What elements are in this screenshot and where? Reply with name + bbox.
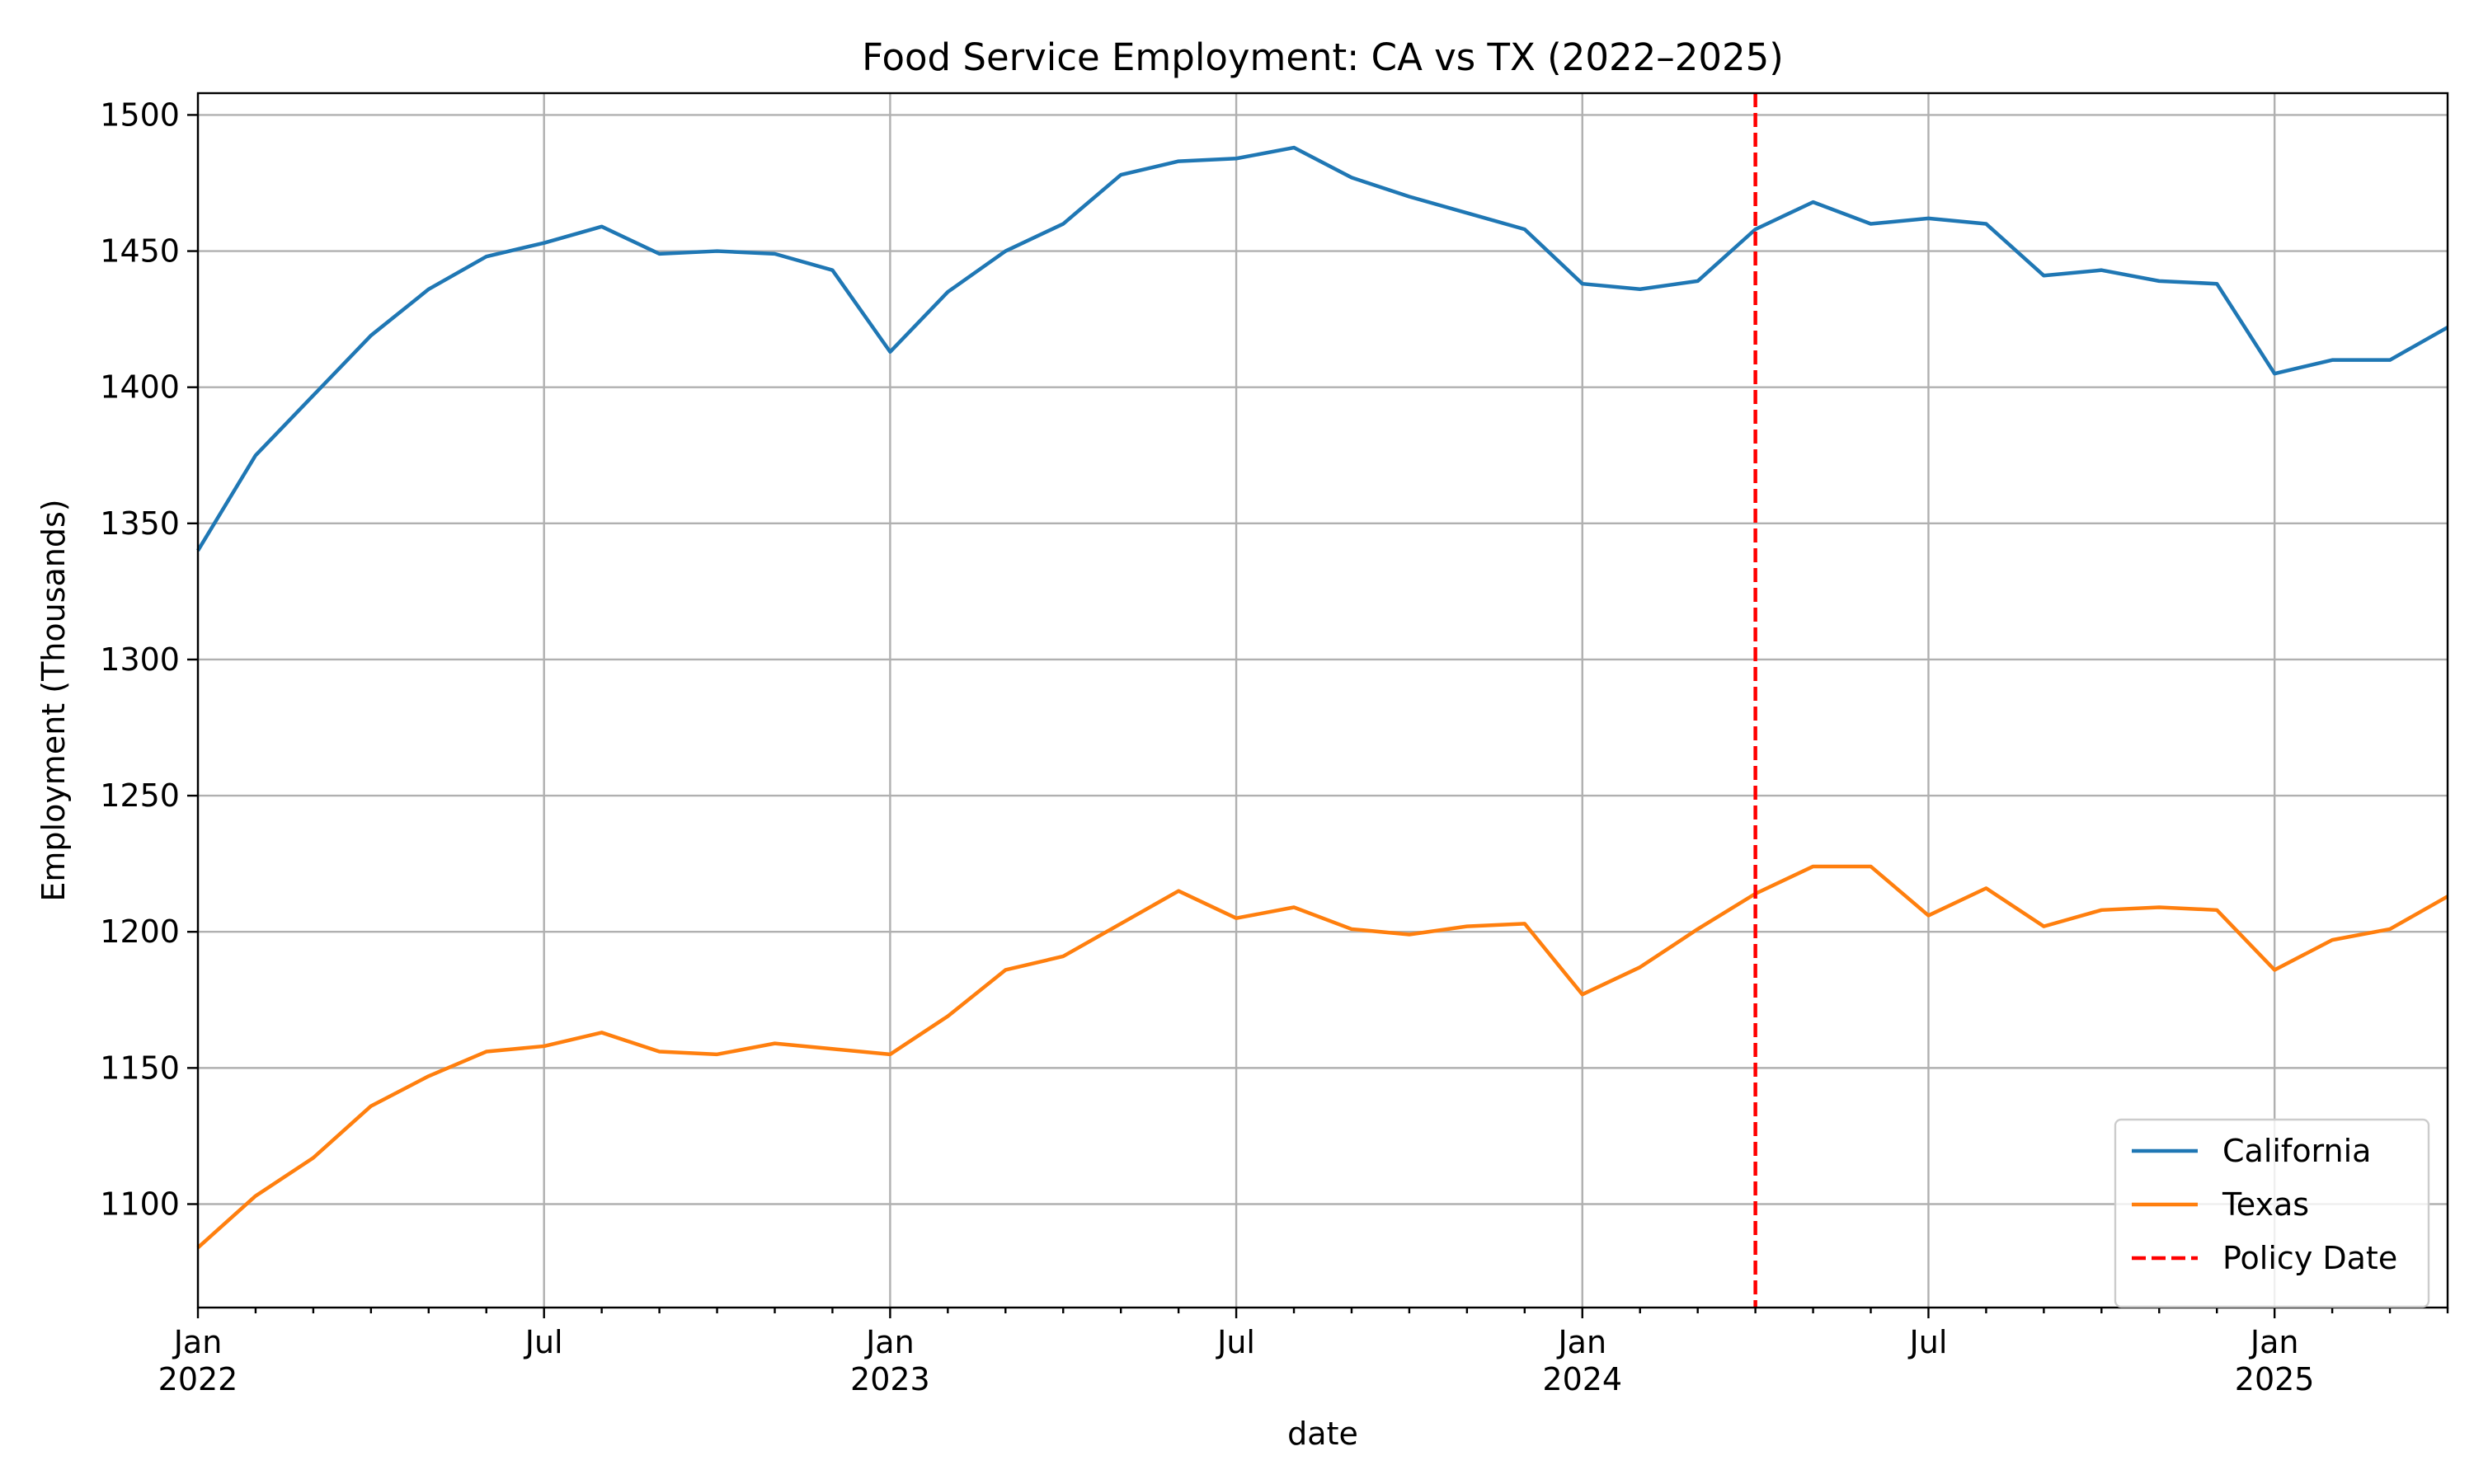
y-tick-label: 1400 — [100, 369, 180, 406]
y-tick-label: 1100 — [100, 1186, 180, 1222]
series-line-california — [196, 145, 2449, 552]
y-tick-label: 1150 — [100, 1050, 180, 1086]
legend-label-texas: Texas — [2222, 1186, 2309, 1223]
x-tick-label: Jan — [864, 1324, 915, 1360]
plot-area-frame — [196, 92, 2449, 1309]
grid-lines — [196, 93, 2448, 1308]
x-tick-year-label: 2025 — [2235, 1361, 2315, 1397]
legend-label-california: California — [2222, 1133, 2371, 1169]
y-tick-label: 1500 — [100, 96, 180, 133]
series-layer — [196, 145, 2449, 1250]
y-tick-label: 1250 — [100, 777, 180, 814]
x-tick-label: Jul — [1216, 1324, 1255, 1360]
y-tick-label: 1300 — [100, 641, 180, 678]
legend-label-policy-date: Policy Date — [2222, 1240, 2397, 1276]
x-tick-label: Jul — [1908, 1324, 1948, 1360]
y-tick-label: 1200 — [100, 913, 180, 950]
x-tick-label: Jan — [1556, 1324, 1606, 1360]
y-tick-label: 1450 — [100, 233, 180, 270]
y-axis-ticks: 1100 1150 1200 1250 1300 1350 1400 1450 1500 — [100, 96, 198, 1222]
y-tick-label: 1350 — [100, 505, 180, 542]
x-tick-label: Jan — [172, 1324, 223, 1360]
x-tick-year-label: 2023 — [850, 1361, 930, 1397]
x-axis-label: date — [1287, 1416, 1358, 1452]
y-axis-label: Employment (Thousands) — [35, 499, 72, 901]
legend: California Texas Policy Date — [2114, 1118, 2430, 1308]
x-tick-year-label: 2022 — [158, 1361, 238, 1397]
x-tick-label: Jan — [2249, 1324, 2299, 1360]
chart-title: Food Service Employment: CA vs TX (2022–… — [862, 35, 1784, 79]
x-tick-year-label: 2024 — [1542, 1361, 1622, 1397]
series-line-texas — [196, 864, 2449, 1250]
x-tick-label: Jul — [524, 1324, 563, 1360]
